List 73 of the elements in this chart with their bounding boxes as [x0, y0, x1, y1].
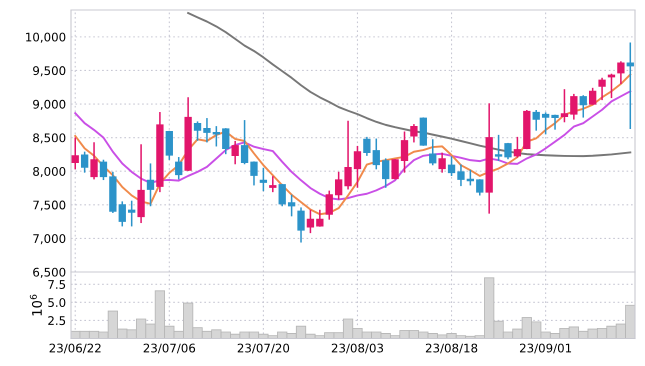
- x-tick-label: 23/09/01: [520, 344, 572, 354]
- candlestick: [589, 88, 596, 105]
- candlestick: [551, 114, 559, 130]
- y-tick-label: 10,000: [26, 32, 66, 43]
- candlestick: [166, 130, 173, 160]
- candlestick: [344, 120, 352, 190]
- candlestick: [260, 168, 268, 192]
- candlestick: [448, 156, 456, 176]
- y-tick-label: 8,000: [33, 166, 66, 178]
- y-tick-label: 2.5: [48, 316, 66, 326]
- candlestick: [269, 176, 276, 192]
- candlestick: [457, 164, 465, 186]
- y-tick-label: 5.0: [48, 298, 66, 308]
- candlestick: [570, 94, 578, 120]
- candlestick: [80, 152, 88, 173]
- candlestick: [372, 138, 380, 170]
- candlestick: [72, 138, 79, 170]
- candlestick: [363, 136, 371, 156]
- candlestick: [598, 78, 606, 100]
- candlestick: [476, 179, 484, 196]
- candlestick: [466, 170, 474, 186]
- candlestick: [128, 200, 136, 226]
- y-tick-label: 8,500: [33, 133, 66, 144]
- y-tick-label: 7,500: [33, 200, 66, 211]
- y-tick-label: 7.5: [48, 280, 66, 289]
- candlestick: [438, 152, 446, 173]
- candlestick: [494, 134, 502, 161]
- candlestick: [382, 158, 390, 188]
- candlestick: [194, 121, 202, 141]
- x-tick-label: 23/07/06: [144, 344, 196, 354]
- candlestick: [240, 120, 248, 164]
- candlestick: [100, 160, 108, 180]
- x-tick-label: 23/08/03: [332, 344, 384, 354]
- candlestick: [514, 136, 522, 158]
- line-series: [74, 74, 632, 216]
- y-axis-title: 10$^{6}$: [30, 294, 42, 316]
- candlestick: [560, 89, 568, 122]
- y-tick-label: 6,500: [33, 268, 66, 278]
- candlestick: [118, 201, 126, 226]
- candlestick: [232, 140, 239, 164]
- candlestick: [212, 126, 220, 146]
- candlestick: [429, 139, 436, 166]
- candlestick: [354, 146, 362, 188]
- x-tick-label: 23/08/18: [426, 344, 478, 354]
- candlestick: [334, 172, 342, 200]
- y-tick-label: 7,000: [33, 234, 66, 244]
- candlestick: [542, 112, 550, 134]
- candlestick: [532, 110, 540, 131]
- candlestick: [391, 159, 399, 180]
- candlestick: [626, 42, 634, 129]
- candlestick: [410, 124, 418, 142]
- candlestick: [608, 74, 616, 98]
- candlestick: [316, 210, 324, 227]
- candlestick: [580, 95, 587, 118]
- candlestick: [278, 184, 286, 206]
- candlestick: [90, 142, 98, 180]
- candlestick: [297, 207, 305, 243]
- candlestick: [326, 190, 333, 220]
- candlestick: [250, 161, 258, 186]
- candlestick: [400, 132, 408, 173]
- y-tick-label: 9,500: [33, 66, 66, 76]
- y-tick-label: 9,000: [33, 100, 66, 110]
- candlestick: [222, 128, 230, 154]
- candlestick: [203, 118, 211, 142]
- x-tick-label: 23/07/20: [238, 344, 290, 354]
- candlestick: [504, 142, 512, 160]
- candlestick: [617, 61, 625, 84]
- line-series: [187, 12, 632, 158]
- candlestick: [288, 194, 296, 216]
- candlestick: [175, 157, 182, 180]
- candlestick: [146, 163, 154, 206]
- candlestick: [306, 210, 314, 234]
- x-tick-label: 23/06/22: [50, 344, 101, 354]
